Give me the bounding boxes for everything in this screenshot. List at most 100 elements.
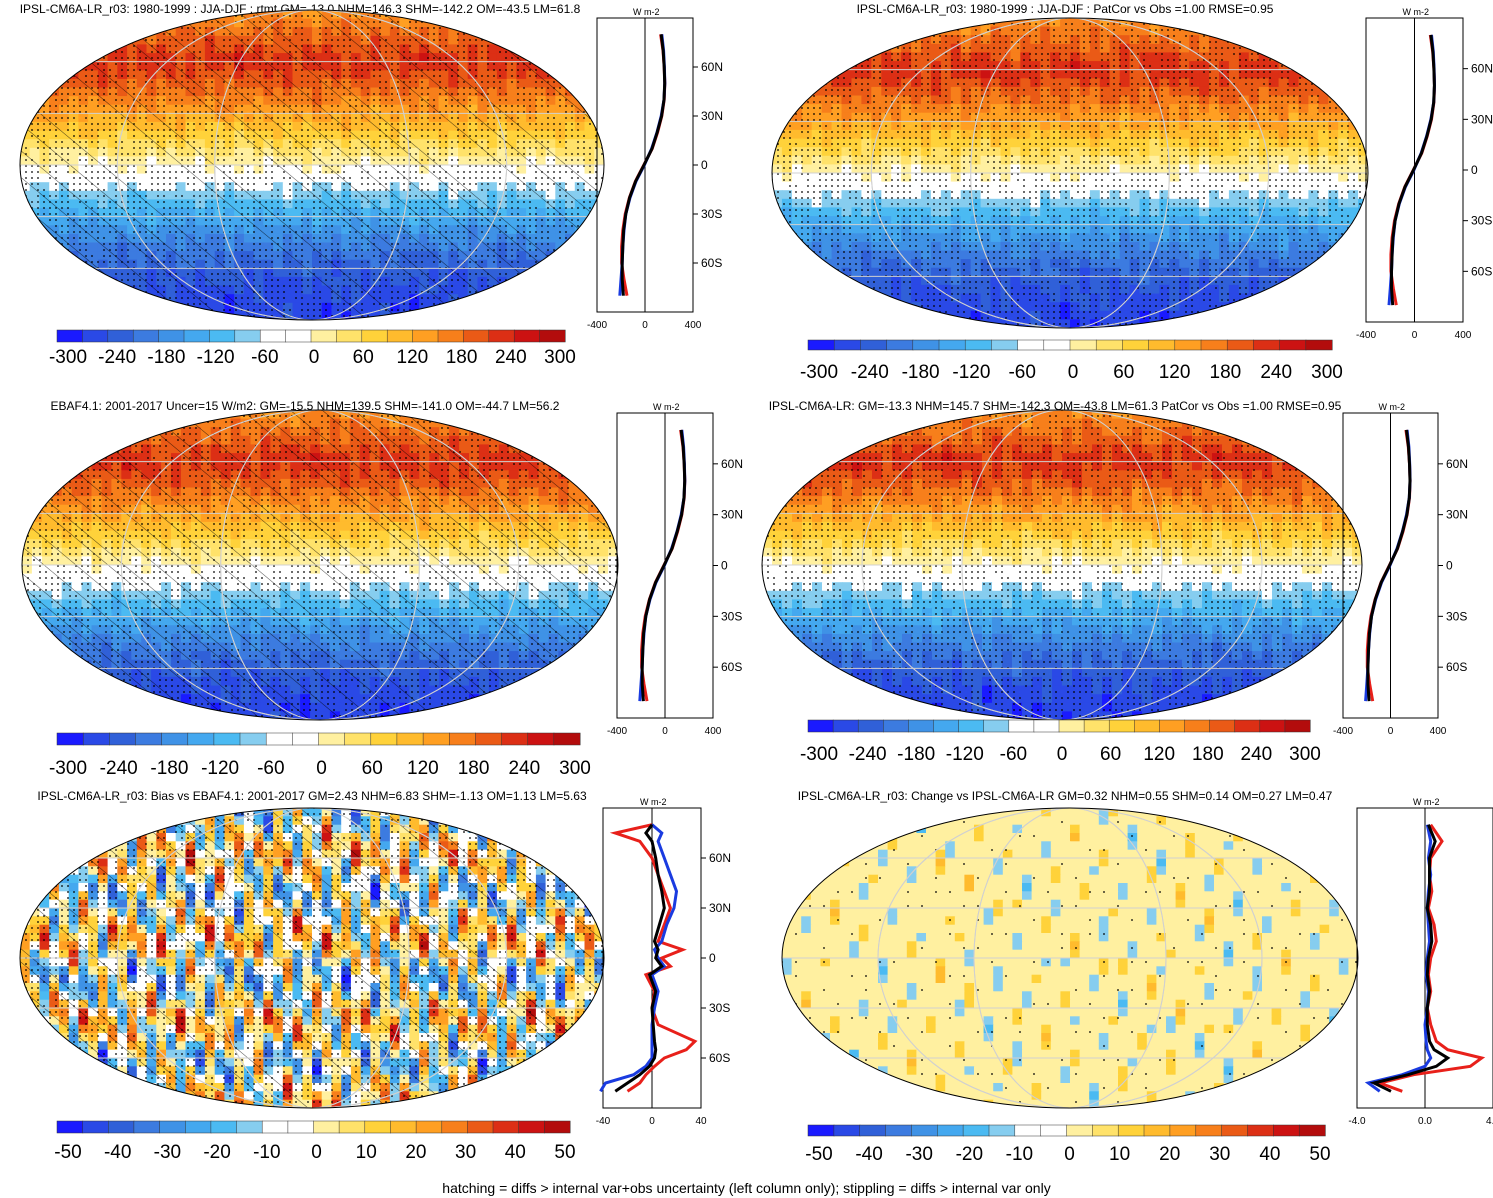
map-cell <box>467 78 478 89</box>
map-cell <box>78 251 89 261</box>
stipple-dot <box>277 27 279 29</box>
stipple-dot <box>487 21 489 23</box>
map-cell <box>156 87 167 97</box>
stipple-dot <box>577 57 579 59</box>
stipple-dot <box>547 219 549 221</box>
map-cell <box>467 139 478 149</box>
stipple-dot <box>181 201 183 203</box>
stipple-dot <box>571 105 573 107</box>
map-cell <box>282 199 294 209</box>
stipple-dot <box>151 39 153 41</box>
stipple-dot <box>553 93 555 95</box>
map-cell <box>146 121 157 132</box>
map-cell <box>516 199 527 209</box>
map-cell <box>29 233 40 244</box>
map-cell <box>516 139 527 149</box>
map-cell <box>506 259 517 269</box>
stipple-dot <box>385 183 387 185</box>
map-cell <box>302 259 313 269</box>
stipple-dot <box>175 45 177 47</box>
stipple-dot <box>493 129 495 131</box>
stipple-dot <box>20 93 21 95</box>
stipple-dot <box>433 153 435 155</box>
stipple-dot <box>223 45 225 47</box>
stipple-dot <box>535 207 537 209</box>
map-cell <box>389 276 401 287</box>
stipple-dot <box>31 93 33 95</box>
stipple-dot <box>241 111 243 113</box>
stipple-dot <box>505 201 507 203</box>
stipple-dot <box>103 159 105 161</box>
map-cell <box>574 113 586 123</box>
map-cell <box>419 173 430 183</box>
stipple-dot <box>391 57 393 59</box>
map-cell <box>526 302 537 312</box>
stipple-dot <box>307 45 309 47</box>
stipple-dot <box>589 81 591 83</box>
map-cell <box>29 147 40 157</box>
stipple-dot <box>391 189 393 191</box>
stipple-dot <box>253 147 255 149</box>
stipple-dot <box>247 141 249 143</box>
stipple-dot <box>25 45 27 47</box>
stipple-dot <box>529 63 531 65</box>
map-cell <box>29 199 40 209</box>
stipple-dot <box>133 93 135 95</box>
map-cell <box>555 113 566 123</box>
stipple-dot <box>163 51 165 53</box>
stipple-dot <box>319 75 321 77</box>
map-cell <box>438 78 449 89</box>
stipple-dot <box>589 63 591 65</box>
stipple-dot <box>523 153 525 155</box>
stipple-dot <box>565 105 567 107</box>
map-cell <box>360 139 371 149</box>
map-cell <box>526 199 537 209</box>
stipple-dot <box>511 207 513 209</box>
stipple-dot <box>79 153 81 155</box>
map-cell <box>117 44 128 54</box>
stipple-dot <box>85 45 87 47</box>
map-cell <box>117 18 128 28</box>
map-cell <box>253 225 264 235</box>
map-cell <box>204 27 216 37</box>
stipple-dot <box>193 219 195 221</box>
stipple-dot <box>313 45 315 47</box>
map-cell <box>321 225 332 235</box>
map-cell <box>68 18 79 28</box>
map-cell <box>107 121 118 132</box>
stipple-dot <box>343 159 345 161</box>
stipple-dot <box>103 225 105 227</box>
stipple-dot <box>499 219 501 221</box>
map-cell <box>88 53 99 63</box>
map-cell <box>127 251 138 261</box>
stipple-dot <box>37 45 39 47</box>
stipple-dot <box>61 99 63 101</box>
map-cell <box>350 216 362 226</box>
map-cell <box>477 190 488 200</box>
stipple-dot <box>535 81 537 83</box>
stipple-dot <box>427 123 429 125</box>
stipple-dot <box>361 219 363 221</box>
map-cell <box>350 268 362 278</box>
stipple-dot <box>343 45 345 47</box>
stipple-dot <box>409 21 411 23</box>
stipple-dot <box>37 195 39 197</box>
map-cell <box>185 78 196 89</box>
stipple-dot <box>589 171 591 173</box>
stipple-dot <box>469 45 471 47</box>
stipple-dot <box>157 45 159 47</box>
map-cell <box>331 251 342 261</box>
map-cell <box>380 18 391 28</box>
map-cell <box>448 139 459 149</box>
map-cell <box>39 285 50 295</box>
stipple-dot <box>289 129 291 131</box>
map-cell <box>292 294 303 304</box>
stipple-dot <box>109 213 111 215</box>
map-cell <box>224 285 235 295</box>
stipple-dot <box>487 135 489 137</box>
stipple-dot <box>193 189 195 191</box>
map-cell <box>555 87 566 97</box>
stipple-dot <box>457 63 459 65</box>
stipple-dot <box>97 87 99 89</box>
stipple-dot <box>181 27 183 29</box>
